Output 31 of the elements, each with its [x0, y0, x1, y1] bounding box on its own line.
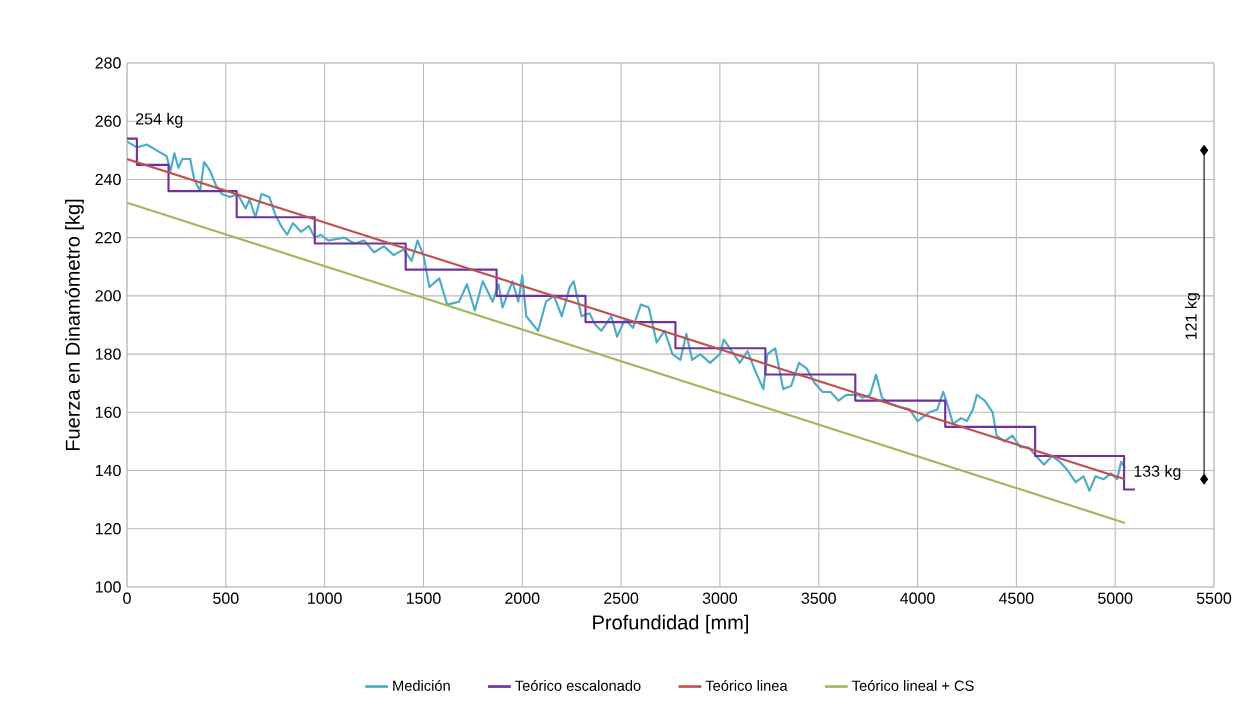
annotation: 121 kg: [1184, 293, 1200, 340]
y-tick-label: 140: [95, 464, 121, 477]
y-tick-label: 220: [95, 232, 121, 244]
y-tick-label: 160: [95, 406, 121, 418]
y-tick-label: 200: [95, 290, 121, 302]
x-tick-label: 1000: [308, 592, 342, 604]
y-tick-label: 260: [95, 115, 121, 127]
legend-label: Teórico escalonado: [515, 679, 641, 691]
legend-label: Medición: [393, 679, 450, 691]
y-axis-title: Fuerza en Dinamómetro [kg]: [64, 199, 84, 451]
annotation: 254 kg: [136, 112, 183, 128]
x-tick-label: 3500: [801, 592, 836, 604]
annotation: 133 kg: [1134, 465, 1181, 480]
x-tick-label: 1500: [406, 592, 441, 604]
x-tick-label: 0: [123, 592, 131, 604]
y-tick-label: 280: [95, 57, 121, 69]
x-tick-label: 4000: [900, 592, 935, 604]
legend-label: Teórico lineal + CS: [852, 679, 974, 691]
y-tick-label: 180: [95, 348, 121, 360]
x-tick-label: 4500: [998, 592, 1034, 604]
x-tick-label: 3000: [702, 592, 738, 604]
y-tick-label: 240: [95, 173, 121, 186]
x-tick-label: 2500: [604, 592, 639, 604]
x-tick-label: 500: [213, 592, 239, 604]
y-tick-label: 100: [95, 581, 121, 593]
x-tick-label: 5500: [1196, 592, 1232, 604]
legend-label: Teórico linea: [705, 679, 788, 691]
x-tick-label: 5000: [1098, 592, 1133, 604]
x-axis-title: Profundidad [mm]: [593, 614, 748, 634]
y-tick-label: 120: [95, 523, 121, 535]
x-tick-label: 2000: [505, 592, 540, 604]
